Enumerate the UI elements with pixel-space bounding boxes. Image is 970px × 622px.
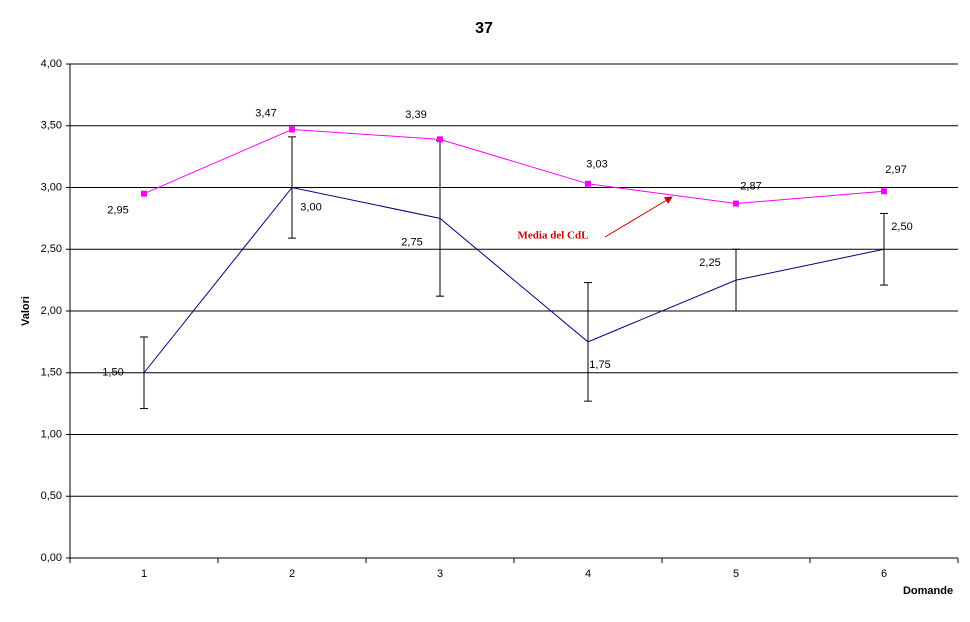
y-tick-label: 1,00: [41, 428, 62, 440]
data-label: 3,03: [586, 159, 607, 171]
data-label: 3,39: [405, 109, 426, 121]
point-marker: [437, 136, 443, 143]
point-marker: [289, 126, 295, 133]
y-tick-label: 3,00: [41, 181, 62, 193]
data-label: 2,95: [107, 205, 128, 217]
annotation: Media del CdL: [518, 230, 589, 242]
point-marker: [141, 190, 147, 197]
x-axis-label: Domande: [903, 585, 953, 597]
y-tick-label: 1,50: [41, 367, 62, 379]
data-label: 1,75: [589, 359, 610, 371]
x-tick-label: 2: [289, 568, 295, 580]
y-tick-label: 3,50: [41, 120, 62, 132]
y-tick-label: 2,00: [41, 305, 62, 317]
series-line: [143, 128, 885, 205]
series-line: [143, 186, 885, 374]
y-tick-label: 0,00: [41, 552, 62, 564]
data-label: 3,47: [255, 107, 276, 119]
point-marker: [733, 200, 739, 207]
data-label: 1,50: [102, 367, 123, 379]
chart-title: 37: [475, 20, 493, 37]
x-tick-label: 5: [733, 568, 739, 580]
x-tick-label: 1: [141, 568, 147, 580]
point-marker: [881, 188, 887, 195]
y-tick-label: 0,50: [41, 490, 62, 502]
point-marker: [585, 180, 591, 187]
x-tick-label: 3: [437, 568, 443, 580]
y-tick-label: 2,50: [41, 243, 62, 255]
data-label: 3,00: [300, 201, 321, 213]
data-label: 2,75: [401, 236, 422, 248]
y-tick-label: 4,00: [41, 58, 62, 70]
data-label: 2,87: [740, 180, 761, 192]
data-label: 2,50: [891, 221, 912, 233]
data-label: 2,25: [699, 257, 720, 269]
data-label: 2,97: [885, 164, 906, 176]
y-axis-label: Valori: [20, 296, 32, 326]
x-tick-label: 4: [585, 568, 591, 580]
annotation-arrow: [604, 196, 673, 238]
x-tick-label: 6: [881, 568, 887, 580]
